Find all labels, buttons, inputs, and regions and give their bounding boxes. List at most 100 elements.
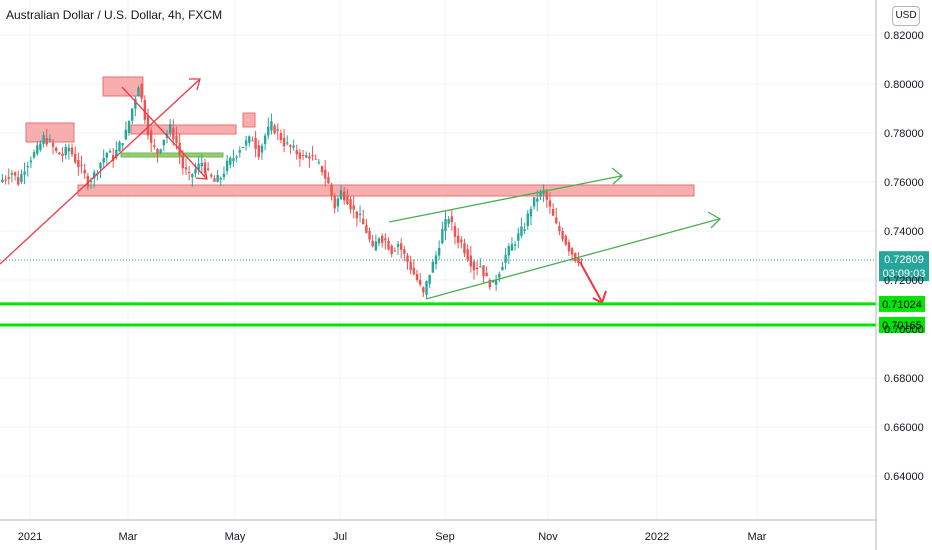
candle-body — [504, 254, 507, 263]
candle-body — [371, 240, 374, 247]
candle-body — [187, 172, 191, 174]
candle-body — [279, 133, 283, 141]
candle-body — [292, 145, 295, 148]
candle-body — [42, 135, 45, 145]
candle-body — [108, 151, 112, 153]
candle-body — [254, 137, 257, 149]
candle-body — [153, 145, 156, 147]
x-tick-label: May — [225, 531, 246, 543]
candle-body — [574, 253, 577, 262]
candle-body — [428, 274, 431, 284]
candle-body — [377, 238, 381, 244]
level-badge — [879, 295, 925, 312]
level-label: 0.71024 — [882, 299, 922, 311]
x-tick-label: 2022 — [645, 531, 669, 543]
candle-body — [330, 184, 333, 196]
currency-badge[interactable]: USD — [892, 6, 920, 26]
level-label: 0.70165 — [882, 320, 922, 332]
candle-body — [111, 155, 115, 161]
candle-body — [390, 245, 393, 255]
candle-body — [267, 126, 270, 136]
y-tick-label: 0.80000 — [884, 79, 924, 91]
candle-body — [203, 162, 207, 173]
candle-body — [466, 249, 469, 260]
candle-body — [460, 239, 463, 243]
candle-body — [140, 84, 143, 99]
candle-body — [336, 198, 340, 207]
candle-body — [510, 244, 514, 251]
candle-body — [453, 226, 457, 237]
candle-body — [308, 156, 311, 159]
candle-body — [542, 189, 545, 195]
candle-body — [26, 166, 29, 168]
candle-body — [213, 178, 216, 182]
support-resistance-zones — [25, 76, 695, 197]
candle-body — [51, 142, 55, 147]
candle-body — [273, 125, 276, 134]
candle-body — [143, 99, 147, 120]
x-tick-label: Sep — [435, 531, 455, 543]
candle-body — [539, 191, 542, 197]
candle-body — [564, 235, 567, 245]
candle-body — [105, 152, 109, 158]
candle-body — [162, 139, 166, 146]
candle-body — [567, 242, 571, 252]
candle-body — [86, 175, 90, 187]
candle-body — [475, 267, 479, 270]
candle-body — [532, 197, 536, 207]
candle-body — [191, 174, 194, 178]
candle-body — [463, 243, 466, 254]
bar-countdown: 03:09:03 — [883, 268, 926, 280]
x-tick-label: Mar — [748, 531, 767, 543]
candle-body — [181, 155, 185, 169]
candle-body — [39, 143, 42, 151]
candle-body — [580, 259, 583, 261]
candle-body — [20, 174, 23, 182]
candle-body — [437, 247, 441, 256]
arrow-head — [195, 167, 208, 180]
candle-body — [48, 139, 52, 141]
candle-body — [241, 146, 245, 148]
channel-lower — [425, 218, 720, 300]
candle-body — [339, 190, 343, 200]
y-tick-label: 0.66000 — [884, 422, 924, 434]
candle-body — [548, 200, 552, 207]
candle-body — [146, 115, 150, 136]
candle-body — [232, 158, 235, 162]
candle-body — [482, 265, 485, 277]
candle-body — [102, 157, 105, 163]
candle-body — [577, 257, 580, 264]
candle-body — [513, 244, 517, 246]
candle-body — [89, 181, 93, 183]
candle-body — [362, 218, 365, 225]
candle-body — [327, 177, 330, 184]
y-tick-label: 0.64000 — [884, 471, 924, 483]
y-tick-label: 0.78000 — [884, 128, 924, 140]
candle-body — [156, 148, 159, 154]
candle-body — [403, 249, 406, 254]
candle-body — [555, 217, 558, 224]
candle-body — [130, 108, 134, 121]
candle-body — [260, 145, 264, 153]
candle-body — [115, 149, 118, 158]
current-price-label: 0.72809 — [884, 254, 924, 266]
candle-body — [17, 177, 20, 185]
candle-body — [61, 153, 64, 156]
trend-line-down — [121, 86, 207, 179]
candle-body — [149, 130, 153, 143]
candle-body — [479, 266, 482, 268]
candle-body — [450, 216, 454, 223]
candle-body — [175, 135, 178, 143]
arrow-head — [611, 167, 624, 185]
candle-body — [99, 162, 102, 169]
candle-body — [422, 287, 425, 293]
x-tick-label: Nov — [538, 531, 558, 543]
candle-body — [124, 129, 128, 140]
resistance-zone — [242, 112, 256, 128]
candle-body — [216, 175, 219, 182]
candle-body — [529, 208, 533, 217]
candle-body — [276, 129, 279, 131]
candle-body — [244, 140, 248, 146]
